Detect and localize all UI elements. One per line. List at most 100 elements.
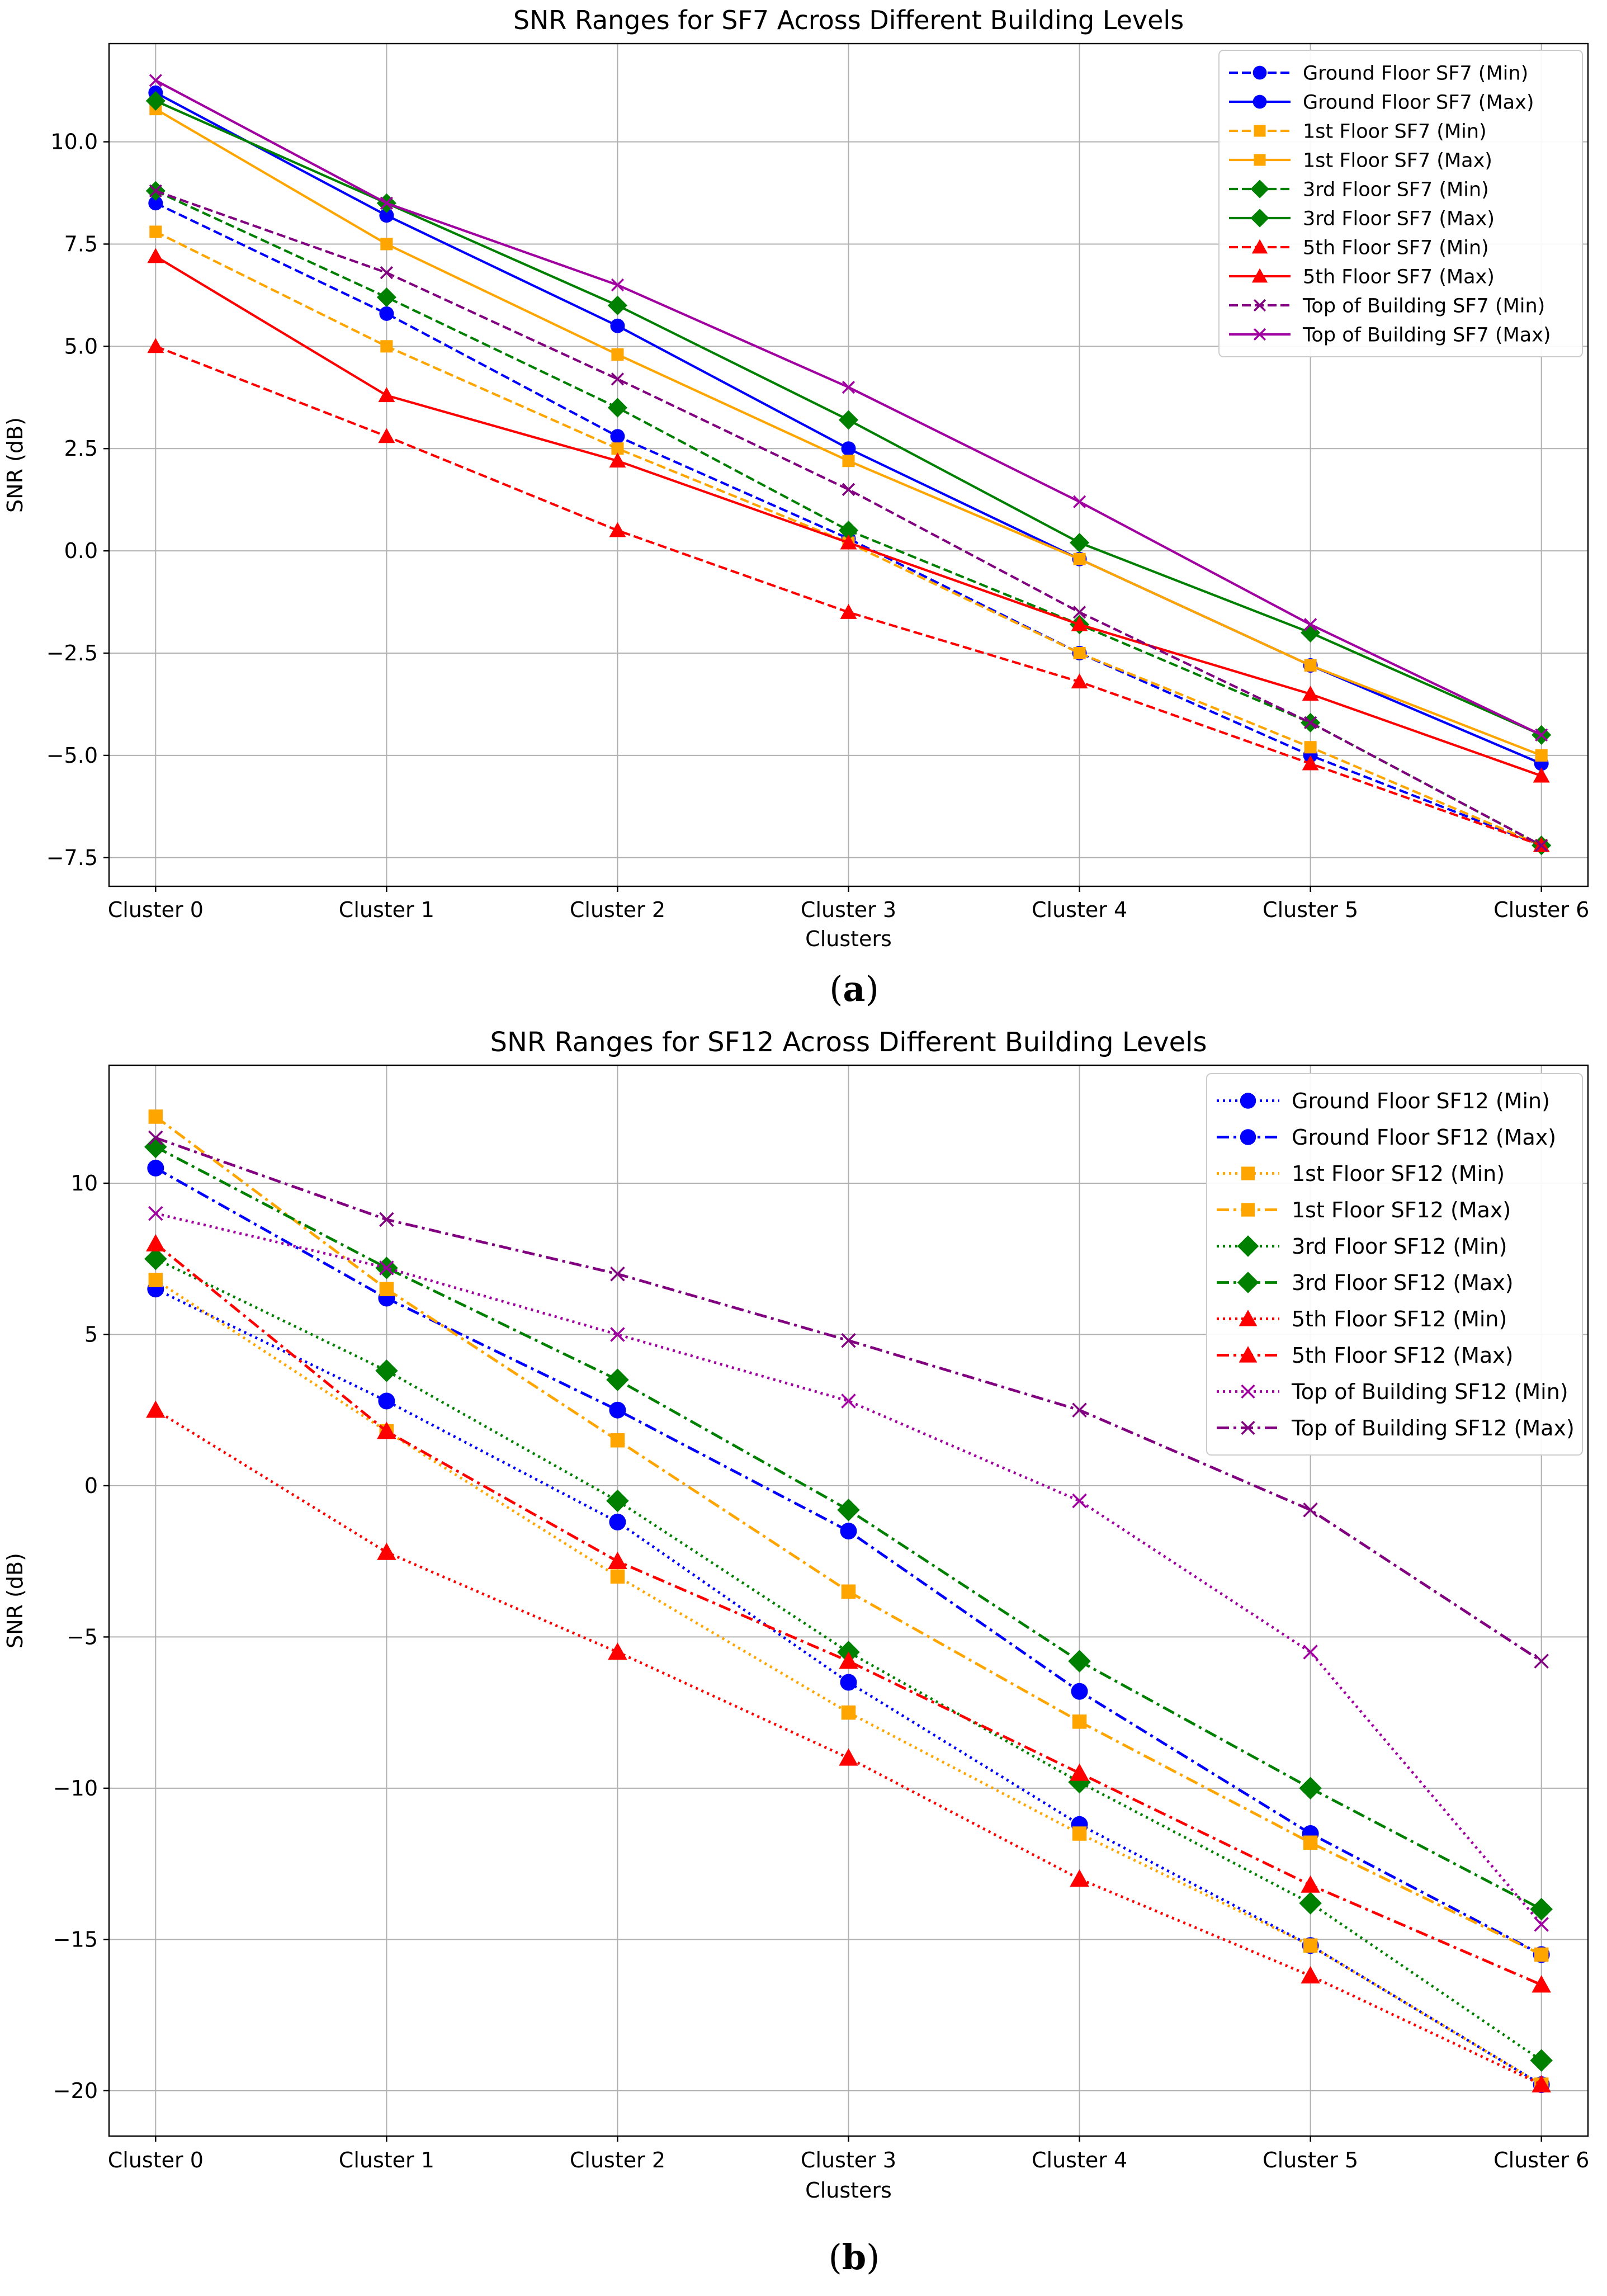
series-9 [148, 1206, 1549, 1932]
data-point [1534, 1947, 1549, 1962]
x-tick-label: Cluster 1 [339, 2148, 434, 2172]
x-tick-label: Cluster 3 [801, 2148, 896, 2172]
legend-label: Ground Floor SF12 (Min) [1292, 1089, 1550, 1113]
data-point [380, 196, 394, 210]
legend-marker [1250, 179, 1269, 199]
data-point [379, 306, 394, 321]
data-point [840, 534, 857, 550]
legend-box [1206, 1073, 1583, 1456]
data-point [610, 1327, 625, 1342]
data-point [380, 340, 393, 353]
data-point [840, 603, 857, 619]
legend-label: Top of Building SF12 (Min) [1291, 1380, 1568, 1404]
legend-marker [1237, 1235, 1259, 1257]
x-tick-label: Cluster 1 [339, 897, 434, 922]
data-point [1302, 755, 1319, 771]
data-point [607, 398, 627, 418]
data-point [1072, 606, 1086, 619]
data-point [1068, 1650, 1091, 1673]
legend-marker [1240, 1129, 1256, 1145]
legend: Ground Floor SF7 (Min) Ground Floor SF7 (… [1218, 50, 1583, 357]
data-point [837, 1498, 860, 1522]
y-tick-label: −20 [53, 2078, 98, 2103]
data-point [379, 1212, 394, 1227]
x-tick-label: Cluster 6 [1493, 897, 1589, 922]
legend-box [1218, 50, 1583, 357]
data-point [611, 372, 625, 386]
data-point [838, 410, 859, 430]
legend-marker [1251, 268, 1268, 283]
data-point [1071, 673, 1088, 689]
legend-label: Top of Building SF7 (Min) [1302, 295, 1545, 318]
data-point [1303, 1938, 1318, 1953]
data-point [148, 1273, 163, 1287]
legend-marker [1252, 65, 1267, 80]
data-point [840, 1674, 857, 1691]
data-point [841, 1393, 856, 1409]
series-10 [149, 74, 1548, 741]
legend-marker [1240, 1093, 1256, 1109]
data-point [146, 1234, 166, 1251]
legend-marker [1237, 1272, 1259, 1293]
data-point [1535, 839, 1548, 852]
data-point [375, 1359, 398, 1382]
data-point [608, 1642, 627, 1660]
legend-label: Top of Building SF7 (Max) [1302, 324, 1551, 347]
data-point [145, 91, 166, 111]
series-8 [146, 1234, 1551, 1993]
data-point [149, 184, 162, 197]
data-point [610, 318, 625, 333]
legend-marker [1241, 1384, 1255, 1399]
data-point [379, 1260, 394, 1275]
data-point [1534, 1917, 1549, 1932]
data-point [378, 1392, 395, 1410]
data-point [839, 1748, 858, 1766]
x-tick-label: Cluster 4 [1032, 897, 1127, 922]
y-tick-label: −10 [53, 1776, 98, 1801]
x-tick-label: Cluster 0 [108, 2148, 204, 2172]
data-point [147, 248, 164, 263]
legend-label: Top of Building SF12 (Max) [1291, 1416, 1575, 1440]
y-tick-label: 5 [84, 1322, 98, 1347]
data-point [611, 442, 624, 455]
chart-title: SNR Ranges for SF7 Across Different Buil… [513, 5, 1184, 35]
y-tick-label: −5.0 [46, 743, 98, 768]
chart-b: SNR Ranges for SF12 Across Different Bui… [3, 1027, 1589, 2278]
x-tick-label: Cluster 6 [1493, 2148, 1589, 2172]
data-point [1303, 1502, 1318, 1518]
data-point [1304, 659, 1317, 672]
legend-label: 1st Floor SF7 (Min) [1303, 121, 1487, 143]
y-tick-label: 10.0 [50, 130, 98, 154]
data-point [609, 1401, 626, 1419]
data-point [1303, 1645, 1318, 1660]
y-axis-label: SNR (dB) [3, 417, 27, 513]
x-tick-label: Cluster 0 [108, 897, 204, 922]
legend-label: Ground Floor SF7 (Min) [1303, 63, 1528, 85]
legend-marker [1251, 239, 1268, 254]
legend-marker [1253, 299, 1266, 312]
data-point [1301, 622, 1321, 642]
data-point [148, 196, 163, 211]
data-point [1303, 1835, 1318, 1850]
data-point [379, 1282, 394, 1297]
x-tick-label: Cluster 3 [801, 897, 896, 922]
x-tick-label: Cluster 2 [570, 897, 665, 922]
data-point [1535, 728, 1548, 741]
legend-label: Ground Floor SF12 (Max) [1292, 1125, 1556, 1150]
y-tick-label: −5 [67, 1624, 98, 1649]
series-7 [146, 1400, 1551, 2092]
legend-label: Ground Floor SF7 (Max) [1303, 92, 1534, 114]
legend-marker [1252, 95, 1267, 109]
data-point [1299, 1777, 1322, 1800]
data-point [607, 295, 627, 315]
series-10 [148, 1130, 1549, 1669]
legend-label: 5th Floor SF7 (Min) [1303, 237, 1489, 259]
data-point [379, 208, 394, 223]
data-point [1299, 1892, 1322, 1915]
data-point [377, 1421, 396, 1439]
y-tick-label: 10 [71, 1171, 98, 1196]
data-point [841, 1333, 856, 1348]
figure-caption: (b) [829, 2237, 880, 2278]
legend: Ground Floor SF12 (Min) Ground Floor SF12… [1206, 1073, 1583, 1456]
data-point [842, 483, 856, 497]
